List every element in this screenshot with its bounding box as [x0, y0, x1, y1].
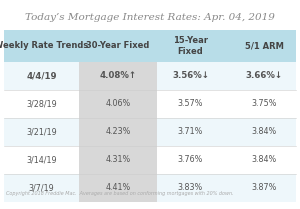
Text: 3.66%↓: 3.66%↓ [245, 71, 283, 80]
Text: Today’s Mortgage Interest Rates: Apr. 04, 2019: Today’s Mortgage Interest Rates: Apr. 04… [25, 14, 275, 23]
Text: 4.23%: 4.23% [105, 127, 131, 136]
Text: 3/7/19: 3/7/19 [28, 184, 54, 192]
Text: 3.75%: 3.75% [251, 99, 277, 108]
Text: 3.83%: 3.83% [178, 184, 203, 192]
Bar [79, 118, 157, 146]
Bar [4, 62, 296, 90]
Text: 3.56%↓: 3.56%↓ [172, 71, 209, 80]
Text: 3.87%: 3.87% [251, 184, 277, 192]
Bar [4, 118, 296, 146]
Bar [79, 62, 157, 90]
Text: Copyright 2018 Freddie Mac.  Averages are based on conforming mortgages with 20%: Copyright 2018 Freddie Mac. Averages are… [6, 191, 234, 196]
Text: 15-Year
Fixed: 15-Year Fixed [173, 36, 208, 56]
Text: 3/21/19: 3/21/19 [26, 127, 57, 136]
Text: 4.31%: 4.31% [105, 155, 130, 164]
Text: 4.41%: 4.41% [105, 184, 130, 192]
Text: 4/4/19: 4/4/19 [26, 71, 57, 80]
Text: 4.08%↑: 4.08%↑ [99, 71, 136, 80]
Text: 3.84%: 3.84% [251, 127, 277, 136]
Bar [4, 146, 296, 174]
Text: Weekly Rate Trends: Weekly Rate Trends [0, 42, 88, 51]
Text: 3.76%: 3.76% [178, 155, 203, 164]
Text: 3/14/19: 3/14/19 [26, 155, 57, 164]
Bar [4, 90, 296, 118]
Bar [79, 146, 157, 174]
Text: 3.71%: 3.71% [178, 127, 203, 136]
Text: 3.57%: 3.57% [178, 99, 203, 108]
Text: 3/28/19: 3/28/19 [26, 99, 57, 108]
Bar [4, 174, 296, 202]
Bar [79, 90, 157, 118]
Text: 3.84%: 3.84% [251, 155, 277, 164]
Text: 30-Year Fixed: 30-Year Fixed [86, 42, 150, 51]
Bar [4, 30, 296, 62]
Text: 5/1 ARM: 5/1 ARM [244, 42, 284, 51]
Bar [79, 174, 157, 202]
Text: 4.06%: 4.06% [105, 99, 130, 108]
